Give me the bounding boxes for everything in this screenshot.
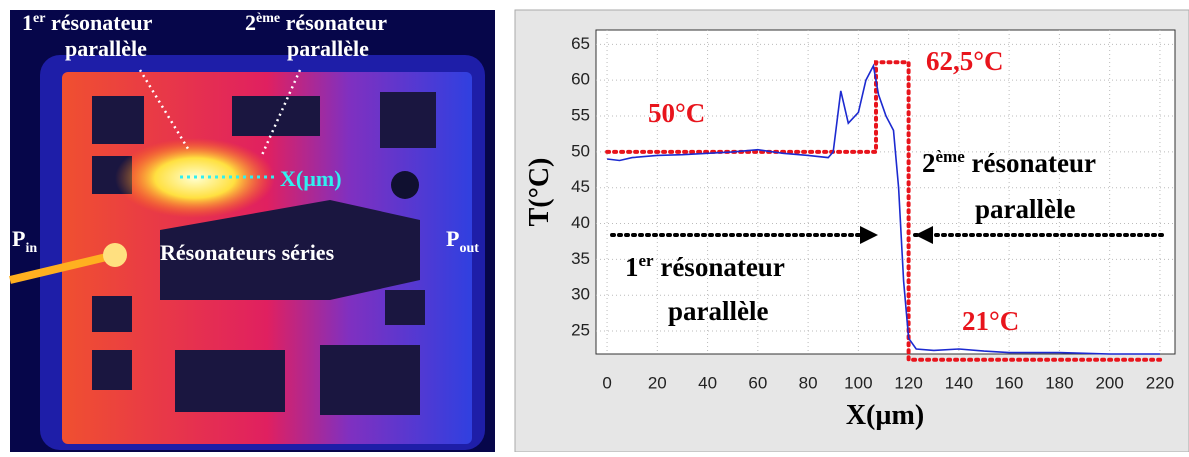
arrow-head <box>860 226 878 244</box>
x-tick-label: 120 <box>894 373 922 392</box>
x-tick-label: 200 <box>1095 373 1123 392</box>
series-label: Résonateurs séries <box>160 240 335 265</box>
arrow-head <box>915 226 933 244</box>
y-tick-label: 40 <box>571 213 590 232</box>
annotation-part: er <box>639 251 655 270</box>
annotation: parallèle <box>975 194 1075 224</box>
y-tick-label: 35 <box>571 249 590 268</box>
pads <box>92 92 436 415</box>
via <box>391 171 419 199</box>
y-tick-label: 55 <box>571 106 590 125</box>
x-tick-label: 0 <box>602 373 611 392</box>
y-tick-label: 50 <box>571 141 590 160</box>
y-tick-label: 30 <box>571 285 590 304</box>
annotation-part: résonateur <box>965 148 1096 178</box>
pointers <box>138 69 302 156</box>
annotation: parallèle <box>668 296 768 326</box>
probe-tip <box>103 243 127 267</box>
annotation: 21°C <box>962 306 1019 336</box>
x-tick-label: 180 <box>1045 373 1073 392</box>
annotation-part: 2 <box>922 148 936 178</box>
input-label: Pin <box>12 226 37 256</box>
x-axis-label: X(µm) <box>846 400 924 431</box>
x-tick-label: 220 <box>1146 373 1174 392</box>
output-label: Pout <box>446 226 479 256</box>
x-tick-label: 140 <box>945 373 973 392</box>
y-tick-label: 65 <box>571 34 590 53</box>
x-tick-label: 100 <box>844 373 872 392</box>
annotation-part: résonateur <box>654 252 785 282</box>
probe <box>9 251 116 284</box>
second-resonator-label: parallèle <box>287 36 369 61</box>
annotation: 50°C <box>648 98 705 128</box>
plot-area <box>595 29 1176 355</box>
y-tick-label: 25 <box>571 321 590 340</box>
x-tick-label: 20 <box>648 373 667 392</box>
x-tick-label: 80 <box>799 373 818 392</box>
first-resonator-label: parallèle <box>65 36 147 61</box>
x-tick-label: 40 <box>698 373 717 392</box>
second-resonator-label: 2ème résonateur <box>245 10 387 35</box>
y-axis-label: T(°C) <box>524 158 555 227</box>
annotation: 2ème résonateur <box>922 147 1096 178</box>
annotation: 1er résonateur <box>625 251 785 282</box>
x-tick-label: 60 <box>748 373 767 392</box>
annotation-part: 1 <box>625 252 639 282</box>
x-tick-label: 160 <box>995 373 1023 392</box>
annotation: 62,5°C <box>926 46 1004 76</box>
y-tick-label: 45 <box>571 177 590 196</box>
annotation-part: ème <box>936 147 966 166</box>
thermal-image: 1er résonateur parallèle 2ème résonateur… <box>9 10 495 452</box>
first-resonator-label: 1er résonateur <box>22 10 153 35</box>
y-tick-label: 60 <box>571 70 590 89</box>
axis-label: X(µm) <box>280 166 342 191</box>
reference-line <box>605 60 1167 362</box>
data-line <box>607 63 1160 355</box>
